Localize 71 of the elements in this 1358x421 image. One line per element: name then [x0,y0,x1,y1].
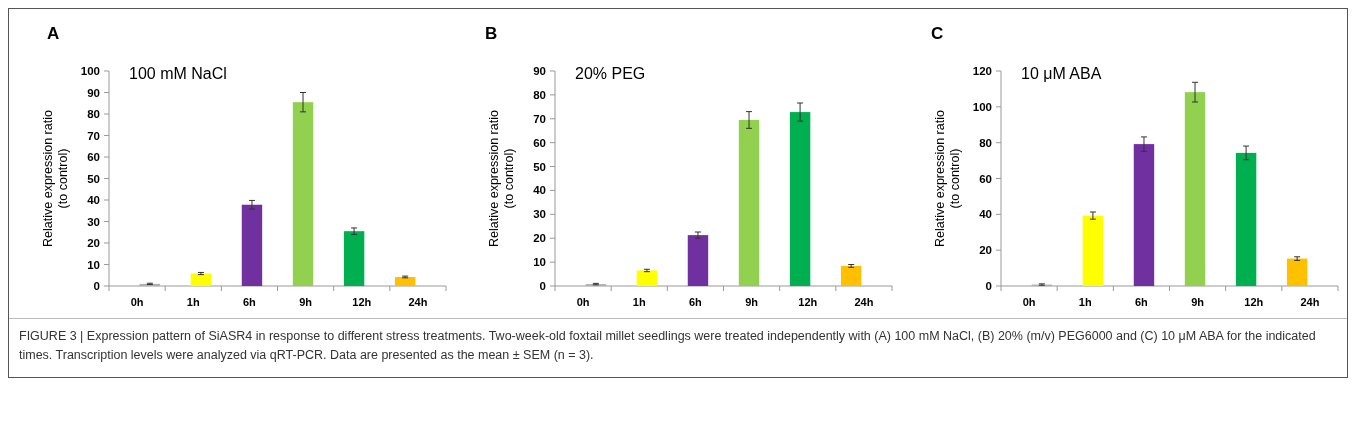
y-tick-label: 10 [87,258,100,271]
x-tick-label: 0h [576,296,590,308]
x-tick-label: 6h [242,296,257,308]
bar [789,112,811,286]
bar [1133,144,1155,286]
y-tick-label: 40 [87,194,100,207]
x-tick-label: 1h [632,296,646,308]
bar [394,276,416,286]
y-axis-title: Relative expression ratio (to control) [486,110,516,247]
y-tick-label: 50 [87,172,100,185]
x-tick-label: 12h [1244,296,1264,308]
y-tick-label: 80 [87,108,100,121]
y-axis-title: Relative expression ratio (to control) [40,110,70,247]
y-tick-label: 20 [87,237,100,250]
chart-title: B [485,24,498,43]
y-tick-label: 100 [80,65,100,78]
bar [1082,215,1104,286]
x-tick-label: 1h [186,296,200,308]
y-tick-label: 70 [533,112,546,125]
chart-subtitle: 100 mM NaCl [129,65,227,82]
bar [636,270,658,286]
y-tick-label: 60 [979,172,992,185]
chart-subtitle: 20% PEG [575,65,646,82]
x-tick-label: 0h [130,296,144,308]
y-tick-label: 0 [539,280,546,293]
y-tick-label: 50 [533,160,546,173]
y-tick-label: 80 [533,88,546,101]
x-tick-label: 24h [854,296,874,308]
bar [840,265,862,286]
y-tick-label: 70 [87,129,100,142]
bar [1235,152,1257,286]
chart-title: C [931,24,944,43]
y-tick-label: 80 [979,136,992,149]
bar [292,102,314,286]
y-tick-label: 40 [533,184,546,197]
chart-subtitle: 10 μM ABA [1021,65,1102,82]
x-tick-label: 9h [1191,296,1205,308]
y-tick-label: 60 [533,136,546,149]
bar [1286,258,1308,286]
x-tick-label: 12h [798,296,818,308]
bar [343,231,365,286]
x-tick-label: 24h [1300,296,1320,308]
bar [738,119,760,286]
y-tick-label: 90 [87,86,100,99]
y-tick-label: 120 [972,65,992,78]
x-tick-label: 6h [688,296,703,308]
y-tick-label: 90 [533,65,546,78]
y-tick-label: 100 [972,100,992,113]
bar [190,273,212,286]
y-tick-label: 40 [979,208,992,221]
x-tick-label: 12h [352,296,372,308]
bar [687,235,709,286]
y-tick-label: 20 [533,232,546,245]
x-tick-label: 9h [299,296,313,308]
x-tick-label: 6h [1134,296,1149,308]
y-tick-label: 0 [93,280,100,293]
y-tick-label: 30 [533,208,546,221]
chart-title: A [47,24,60,43]
y-tick-label: 20 [979,244,992,257]
bar [241,204,263,286]
x-tick-label: 24h [408,296,428,308]
y-axis-title: Relative expression ratio (to control) [932,110,962,247]
x-tick-label: 1h [1078,296,1092,308]
y-tick-label: 10 [533,256,546,269]
x-tick-label: 9h [745,296,759,308]
bar [1184,92,1206,286]
caption: FIGURE 3 | Expression pattern of SiASR4 in response to different stress treatments. Two-week-old foxtail millet seedlings were treated independently with (A) 100 mM NaCl, (B) 20% (m/v) PEG6000 and (C) 10 μM ABA for the indicated times. Transcription levels were analyzed via qRT-PCR. Data are presented as the mean ± SEM (n = 3). [19,328,1317,364]
y-tick-label: 30 [87,215,100,228]
x-tick-label: 0h [1022,296,1036,308]
y-tick-label: 0 [985,280,992,293]
y-tick-label: 60 [87,151,100,164]
